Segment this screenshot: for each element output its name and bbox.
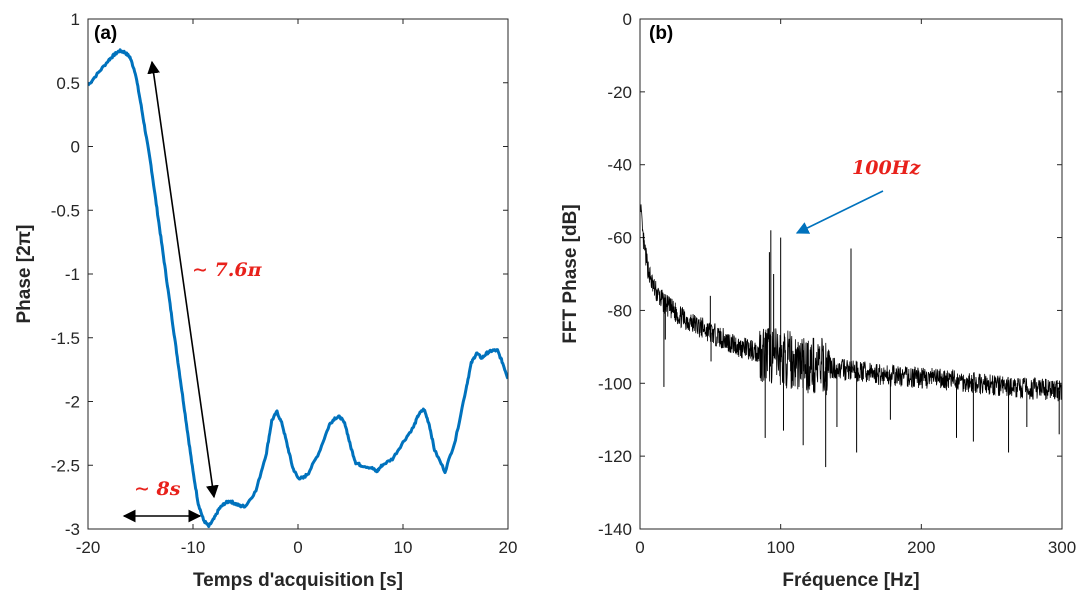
y-tick-label: 0	[71, 138, 80, 157]
y-tick-label: 1	[71, 10, 80, 29]
panel-b-spikes	[663, 230, 1060, 468]
panel-a-xlabel: Temps d'acquisition [s]	[193, 570, 403, 591]
y-tick-label: -3	[65, 520, 80, 539]
y-tick-label: -20	[607, 83, 632, 102]
panel-b-annotations: 100Hz	[795, 157, 922, 234]
panel-a-annotations: ∼ 7.6π ∼ 8s	[122, 60, 263, 523]
panel-b-ticks: 0 100 200 300 0 -20 -40 -60 -80 -100 -120 -140	[598, 10, 1076, 557]
amplitude-arrow	[147, 60, 219, 499]
y-tick-label: -40	[607, 156, 632, 175]
x-tick-label: 0	[635, 538, 644, 557]
y-tick-label: -2	[65, 393, 80, 412]
y-tick-label: -2.5	[51, 456, 80, 475]
y-tick-label: -1	[65, 265, 80, 284]
y-tick-label: -100	[598, 374, 632, 393]
panel-a-axes-box	[87, 18, 509, 530]
y-tick-label: -60	[607, 229, 632, 248]
y-tick-label: -120	[598, 447, 632, 466]
panel-b-data	[640, 204, 1062, 468]
panel-a-label: (a)	[94, 23, 117, 44]
x-tick-label: 100	[766, 538, 794, 557]
y-tick-label: -1.5	[51, 329, 80, 348]
y-tick-label: 0	[623, 10, 632, 29]
panel-a-ylabel: Phase [2π]	[14, 224, 35, 323]
100hz-annotation: 100Hz	[852, 157, 922, 179]
duration-annotation: ∼ 8s	[134, 478, 181, 500]
panel-a-plot-area	[88, 19, 508, 529]
y-tick-label: -140	[598, 520, 632, 539]
amplitude-annotation: ∼ 7.6π	[192, 259, 263, 281]
panel-b-ylabel: FFT Phase [dB]	[560, 204, 581, 343]
panel-a-ticks: -20 -10 0 10 20 1 0.5 0 -0.5 -1 -1.5 -2 -2.5 -3	[51, 10, 518, 557]
y-tick-label: -0.5	[51, 201, 80, 220]
x-tick-label: 300	[1048, 538, 1076, 557]
y-tick-label: 0.5	[56, 74, 80, 93]
panel-b-axes-box	[639, 18, 1063, 530]
x-tick-label: -10	[181, 538, 206, 557]
x-tick-label: 200	[907, 538, 935, 557]
y-tick-label: -80	[607, 301, 632, 320]
panel-b-xlabel: Fréquence [Hz]	[782, 570, 919, 591]
x-tick-label: 0	[293, 538, 302, 557]
x-tick-label: -20	[76, 538, 101, 557]
x-tick-label: 20	[499, 538, 518, 557]
x-tick-label: 10	[394, 538, 413, 557]
panel-b-label: (b)	[649, 23, 673, 44]
panel-a: -20 -10 0 10 20 1 0.5 0 -0.5 -1 -1.5 -2 -2.5 -3 (a) T…	[14, 10, 517, 591]
100hz-arrow	[795, 190, 884, 234]
